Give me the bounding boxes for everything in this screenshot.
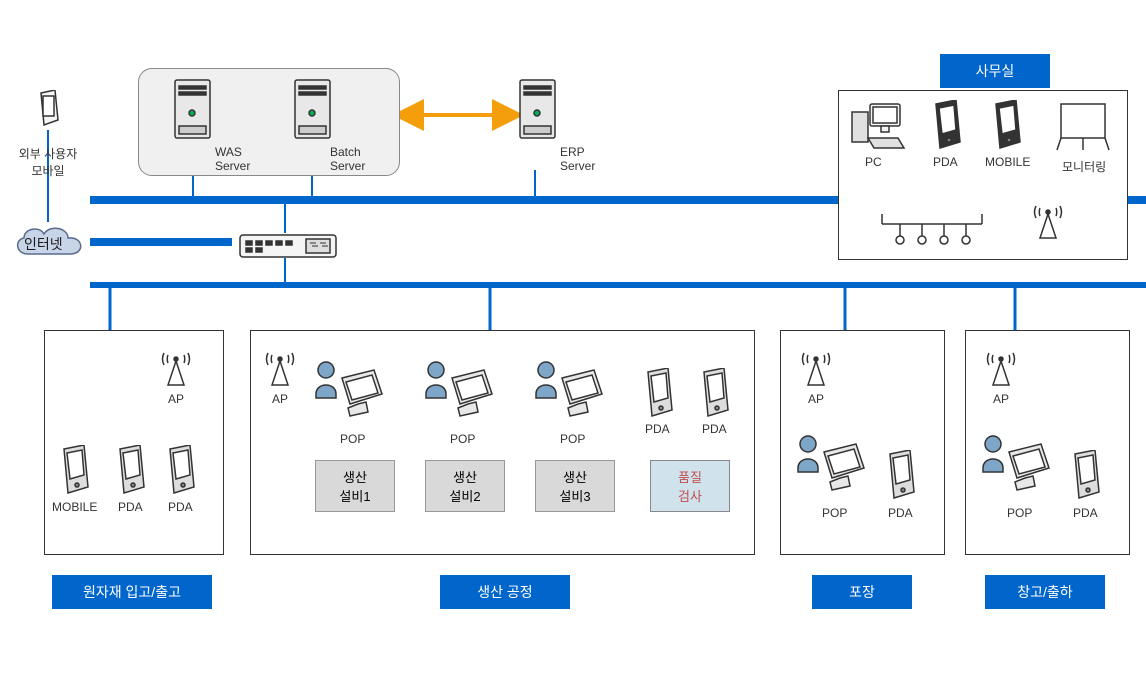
facility-3: 생산 설비3 [535,460,615,512]
pop2-label: POP [450,432,475,446]
raw-pda1-label: PDA [118,500,143,514]
pack-pop-icon [792,432,872,507]
facility-1: 생산 설비1 [315,460,395,512]
office-title: 사무실 [940,54,1050,88]
pop3-icon [530,358,610,433]
office-antenna-icon [1030,198,1070,248]
pc-label: PC [865,155,882,169]
wh-pop-label: POP [1007,506,1032,520]
raw-material-title: 원자재 입고/출고 [52,575,212,609]
pop1-label: POP [340,432,365,446]
pack-ap-icon [798,345,838,395]
prod-ap-icon [262,345,302,395]
monitoring-screen-icon [1055,100,1115,160]
office-pda-label: PDA [933,155,958,169]
external-mobile-icon [33,90,63,135]
pc-icon [848,100,908,155]
batch-server-icon [285,78,340,148]
wh-ap-icon [983,345,1023,395]
pack-pop-label: POP [822,506,847,520]
production-title: 생산 공정 [440,575,570,609]
packaging-title: 포장 [812,575,912,609]
was-server-label: WAS Server [215,145,250,173]
external-mobile-label: 외부 사용자 모바일 [8,145,88,179]
wh-ap-label: AP [993,392,1009,406]
facility-2: 생산 설비2 [425,460,505,512]
raw-mobile-label: MOBILE [52,500,97,514]
wh-pda-label: PDA [1073,506,1098,520]
prod-ap-label: AP [272,392,288,406]
raw-pda1-icon [112,445,150,502]
prod-pda1-icon [640,368,678,425]
office-mobile-label: MOBILE [985,155,1030,169]
pop2-icon [420,358,500,433]
raw-mobile-icon [56,445,94,502]
raw-ap-icon [158,345,198,395]
wh-pop-icon [977,432,1057,507]
wh-pda-icon [1067,450,1105,507]
pop3-label: POP [560,432,585,446]
erp-server-icon [510,78,565,148]
monitoring-label: 모니터링 [1062,158,1106,175]
warehouse-title: 창고/출하 [985,575,1105,609]
prod-pda2-icon [696,368,734,425]
was-server-icon [165,78,220,148]
batch-server-label: Batch Server [330,145,365,173]
pack-ap-label: AP [808,392,824,406]
office-mobile-icon [988,100,1026,157]
pack-pda-label: PDA [888,506,913,520]
raw-pda2-icon [162,445,200,502]
quality-check: 품질 검사 [650,460,730,512]
network-switch-icon [238,233,338,266]
pack-pda-icon [882,450,920,507]
office-hub-icon [878,210,986,251]
prod-pda1-label: PDA [645,422,670,436]
prod-pda2-label: PDA [702,422,727,436]
pop1-icon [310,358,390,433]
raw-ap-label: AP [168,392,184,406]
erp-server-label: ERP Server [560,145,595,173]
raw-pda2-label: PDA [168,500,193,514]
office-pda-icon [928,100,966,157]
network-diagram: 외부 사용자 모바일 인터넷 WAS Server Batch Server E… [0,0,1146,682]
internet-label: 인터넷 [24,234,63,254]
